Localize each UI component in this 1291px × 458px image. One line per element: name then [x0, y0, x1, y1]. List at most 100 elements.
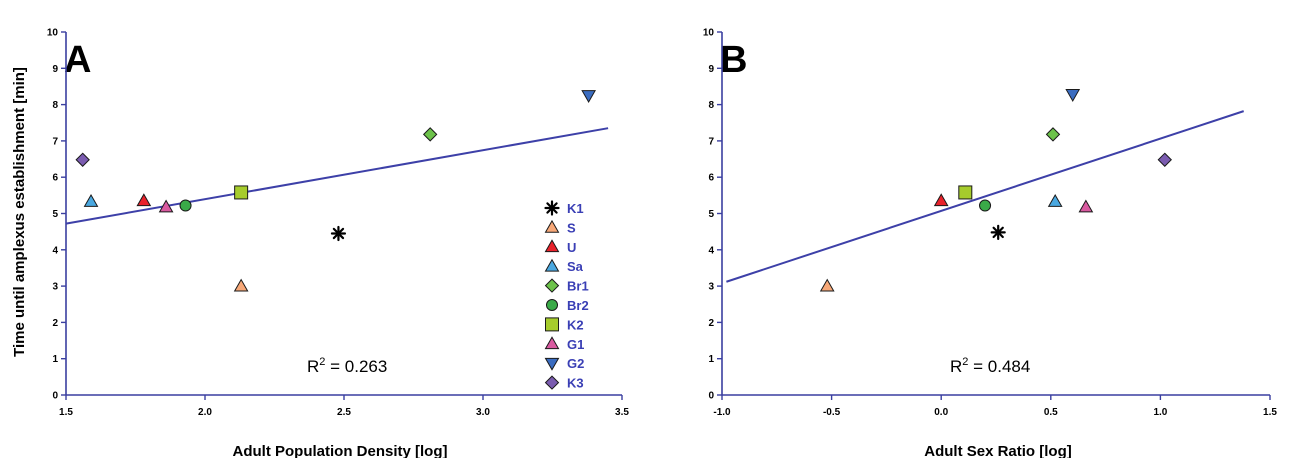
data-point-br1 — [1045, 127, 1061, 142]
legend-item-g1: G1 — [544, 336, 584, 352]
y-tick-label: 2 — [52, 318, 58, 329]
y-tick-label: 3 — [708, 282, 714, 293]
y-tick-label: 6 — [708, 173, 714, 184]
data-point-br2 — [179, 199, 192, 212]
data-point-br1 — [422, 127, 438, 142]
y-tick-label: 3 — [52, 282, 58, 293]
y-tick-label: 7 — [708, 136, 714, 147]
legend-marker-g1 — [544, 336, 560, 350]
legend: K1 SU Sa Br1 Br2 K2 G1 G2 K3 — [544, 200, 589, 391]
x-tick-label: 0.5 — [1044, 407, 1058, 418]
legend-marker-k1 — [544, 200, 560, 216]
legend-item-k1: K1 — [544, 200, 584, 216]
panel-a-r-squared: R2 = 0.263 — [307, 356, 387, 376]
data-point-k2 — [234, 185, 249, 200]
y-tick-label: 6 — [52, 173, 58, 184]
y-axis-title: Time until amplexus establishment [min] — [11, 67, 28, 357]
data-point-k1 — [990, 224, 1006, 240]
legend-marker-sa — [544, 258, 560, 272]
data-point-g1 — [158, 199, 174, 213]
x-tick-label: 1.5 — [1263, 407, 1277, 418]
legend-label: U — [567, 240, 576, 255]
panel-a-x-axis-title: Adult Population Density [log] — [233, 443, 448, 458]
x-tick-label: -1.0 — [713, 407, 731, 418]
panel-a-axes: 0 1 2 3 4 5 6 7 8 9 10 1.5 2.0 2.5 3.0 3.5 — [47, 28, 630, 419]
legend-marker-s — [544, 219, 560, 233]
legend-label: G2 — [567, 356, 584, 371]
legend-label: G1 — [567, 337, 584, 352]
x-tick-label: 3.5 — [615, 407, 629, 418]
data-point-k3 — [75, 152, 90, 167]
panel-b-r-squared: R2 = 0.484 — [950, 356, 1030, 376]
y-tick-label: 5 — [708, 209, 714, 220]
panel-a-points — [75, 90, 597, 292]
legend-item-sa: Sa — [544, 258, 584, 274]
data-point-k1 — [330, 225, 347, 242]
y-tick-label: 1 — [52, 354, 58, 365]
regression-line — [65, 127, 609, 225]
legend-label: Sa — [567, 259, 584, 274]
y-tick-label: 4 — [708, 245, 714, 256]
legend-item-k2: K2 — [545, 317, 584, 332]
legend-label: Br2 — [567, 298, 589, 313]
legend-label: K3 — [567, 376, 584, 391]
data-point-u — [136, 193, 152, 207]
x-tick-label: 0.0 — [934, 407, 948, 418]
data-point-k3 — [1157, 152, 1172, 167]
data-point-sa — [83, 194, 99, 207]
legend-label: S — [567, 220, 576, 235]
legend-item-k3: K3 — [544, 375, 584, 391]
legend-item-u: U — [544, 239, 576, 255]
panel-b-points — [819, 89, 1172, 292]
legend-label: K2 — [567, 317, 584, 332]
legend-label: Br1 — [567, 279, 589, 294]
legend-marker-g2 — [544, 357, 560, 371]
y-tick-label: 8 — [708, 100, 714, 111]
panel-b-label: B — [720, 39, 747, 81]
regression-line — [726, 110, 1245, 283]
y-tick-label: 9 — [52, 64, 58, 75]
legend-marker-br2 — [545, 298, 559, 312]
panel-b-chart: B 0 1 2 3 4 5 6 7 8 9 10 -1.0 -0.5 0.0 0.5 1.0 1.5 R2 = … — [703, 28, 1278, 458]
y-tick-label: 2 — [708, 318, 714, 329]
data-point-g2 — [581, 90, 597, 104]
panel-a-fit-layer — [65, 127, 609, 225]
panel-b-axes: 0 1 2 3 4 5 6 7 8 9 10 -1.0 -0.5 0.0 0.5 1.0 1.5 — [703, 28, 1278, 419]
legend-item-br1: Br1 — [544, 278, 589, 294]
legend-marker-u — [544, 239, 560, 253]
data-point-sa — [1047, 194, 1063, 207]
legend-marker-k2 — [545, 317, 559, 332]
x-tick-label: 3.0 — [476, 407, 490, 418]
panel-b-fit-layer — [726, 110, 1245, 283]
legend-item-g2: G2 — [544, 356, 584, 371]
data-point-g1 — [1078, 199, 1094, 213]
panel-b-x-axis-title: Adult Sex Ratio [log] — [924, 443, 1072, 458]
panel-a-chart: A 0 1 2 3 4 5 6 7 8 9 10 1.5 2.0 2.5 3.0 3.5 R2 = 0.263… — [11, 28, 629, 458]
y-tick-label: 10 — [47, 28, 59, 39]
panel-a-label: A — [64, 39, 91, 81]
data-point-s — [819, 278, 835, 292]
y-tick-label: 10 — [703, 28, 715, 39]
legend-marker-k3 — [544, 375, 560, 390]
x-tick-label: 1.5 — [59, 407, 73, 418]
y-tick-label: 0 — [52, 391, 58, 402]
legend-item-br2: Br2 — [545, 298, 589, 313]
legend-label: K1 — [567, 201, 584, 216]
y-tick-label: 9 — [708, 64, 714, 75]
x-tick-label: 2.5 — [337, 407, 351, 418]
data-point-k2 — [958, 185, 973, 200]
y-tick-label: 7 — [52, 136, 58, 147]
y-tick-label: 5 — [52, 209, 58, 220]
data-point-g2 — [1065, 89, 1081, 102]
legend-marker-br1 — [544, 278, 560, 293]
x-tick-label: 2.0 — [198, 407, 212, 418]
legend-item-s: S — [544, 219, 576, 235]
y-tick-label: 1 — [708, 354, 714, 365]
x-tick-label: 1.0 — [1153, 407, 1167, 418]
x-tick-label: -0.5 — [823, 407, 841, 418]
data-point-s — [233, 278, 249, 292]
y-tick-label: 8 — [52, 100, 58, 111]
y-tick-label: 4 — [52, 245, 58, 256]
data-point-br2 — [979, 199, 992, 212]
